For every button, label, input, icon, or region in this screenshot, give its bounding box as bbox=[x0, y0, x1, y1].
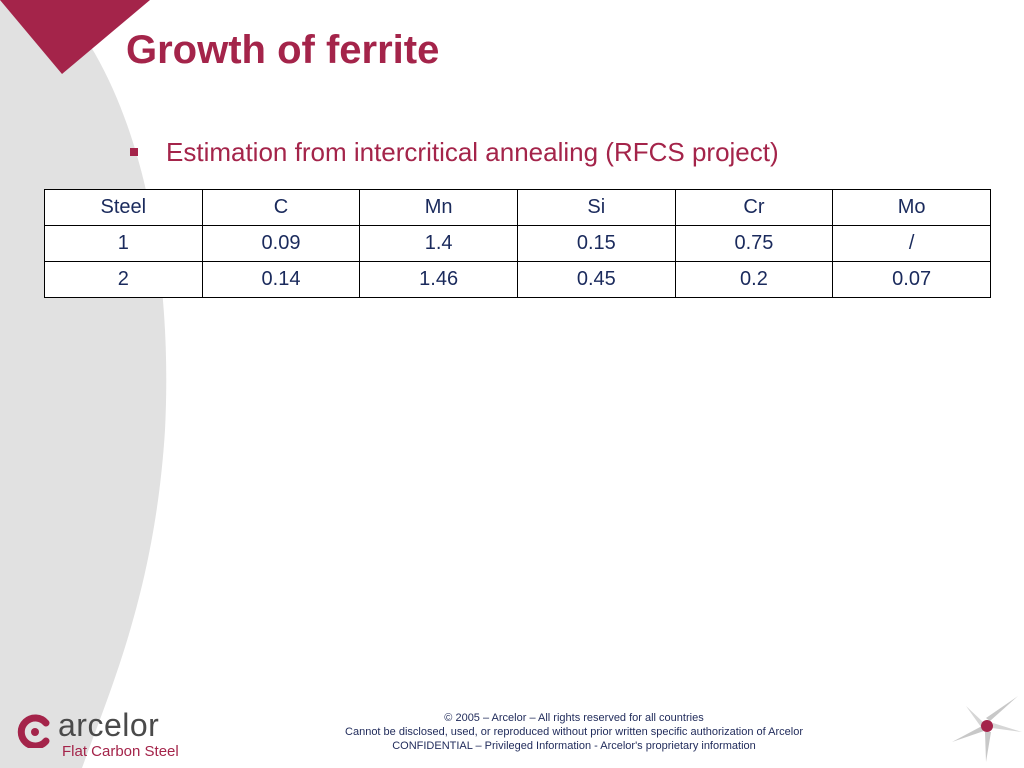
table-cell: 0.45 bbox=[516, 261, 676, 298]
footer-disclosure: Cannot be disclosed, used, or reproduced… bbox=[345, 726, 803, 738]
header-mo: Mo bbox=[832, 189, 991, 226]
table-cell: 0.2 bbox=[674, 261, 834, 298]
table-cell: 0.09 bbox=[201, 225, 361, 262]
logo-name: arcelor bbox=[58, 707, 160, 743]
bullet-text: Estimation from intercritical annealing … bbox=[166, 136, 779, 167]
footer: © 2005 – Arcelor – All rights reserved f… bbox=[300, 711, 848, 753]
slide-title: Growth of ferrite bbox=[126, 28, 440, 72]
bullet-item: Estimation from intercritical annealing … bbox=[130, 136, 779, 168]
table-cell: 1.4 bbox=[359, 225, 518, 262]
footer-copyright: © 2005 – Arcelor – All rights reserved f… bbox=[444, 712, 704, 724]
table-cell: 0.14 bbox=[201, 261, 361, 298]
footer-confidential: CONFIDENTIAL – Privileged Information - … bbox=[392, 740, 756, 752]
table-cell: 1 bbox=[44, 225, 203, 262]
table-cell: 0.15 bbox=[516, 225, 676, 262]
composition-table: Steel C Mn Si Cr Mo 1 0.09 1.4 0.15 0.75… bbox=[44, 189, 991, 298]
header-cr: Cr bbox=[674, 189, 834, 226]
table-cell: 1.46 bbox=[359, 261, 518, 298]
header-mn: Mn bbox=[359, 189, 518, 226]
table-cell: 2 bbox=[44, 261, 203, 298]
table-cell: 0.75 bbox=[674, 225, 834, 262]
table-row: 1 0.09 1.4 0.15 0.75 / bbox=[44, 225, 991, 262]
header-steel: Steel bbox=[44, 189, 203, 226]
bullet-square-icon bbox=[130, 148, 138, 156]
table-cell: 0.07 bbox=[832, 261, 991, 298]
table-header-row: Steel C Mn Si Cr Mo bbox=[44, 189, 991, 226]
table-cell: / bbox=[832, 225, 991, 262]
logo-subtitle: Flat Carbon Steel bbox=[62, 743, 179, 760]
table-row: 2 0.14 1.46 0.45 0.2 0.07 bbox=[44, 261, 991, 298]
star-icon bbox=[952, 696, 1022, 762]
header-si: Si bbox=[516, 189, 676, 226]
arcelor-logo: arcelor Flat Carbon Steel bbox=[16, 707, 216, 762]
arcelor-logo-icon bbox=[17, 714, 50, 748]
header-c: C bbox=[201, 189, 361, 226]
